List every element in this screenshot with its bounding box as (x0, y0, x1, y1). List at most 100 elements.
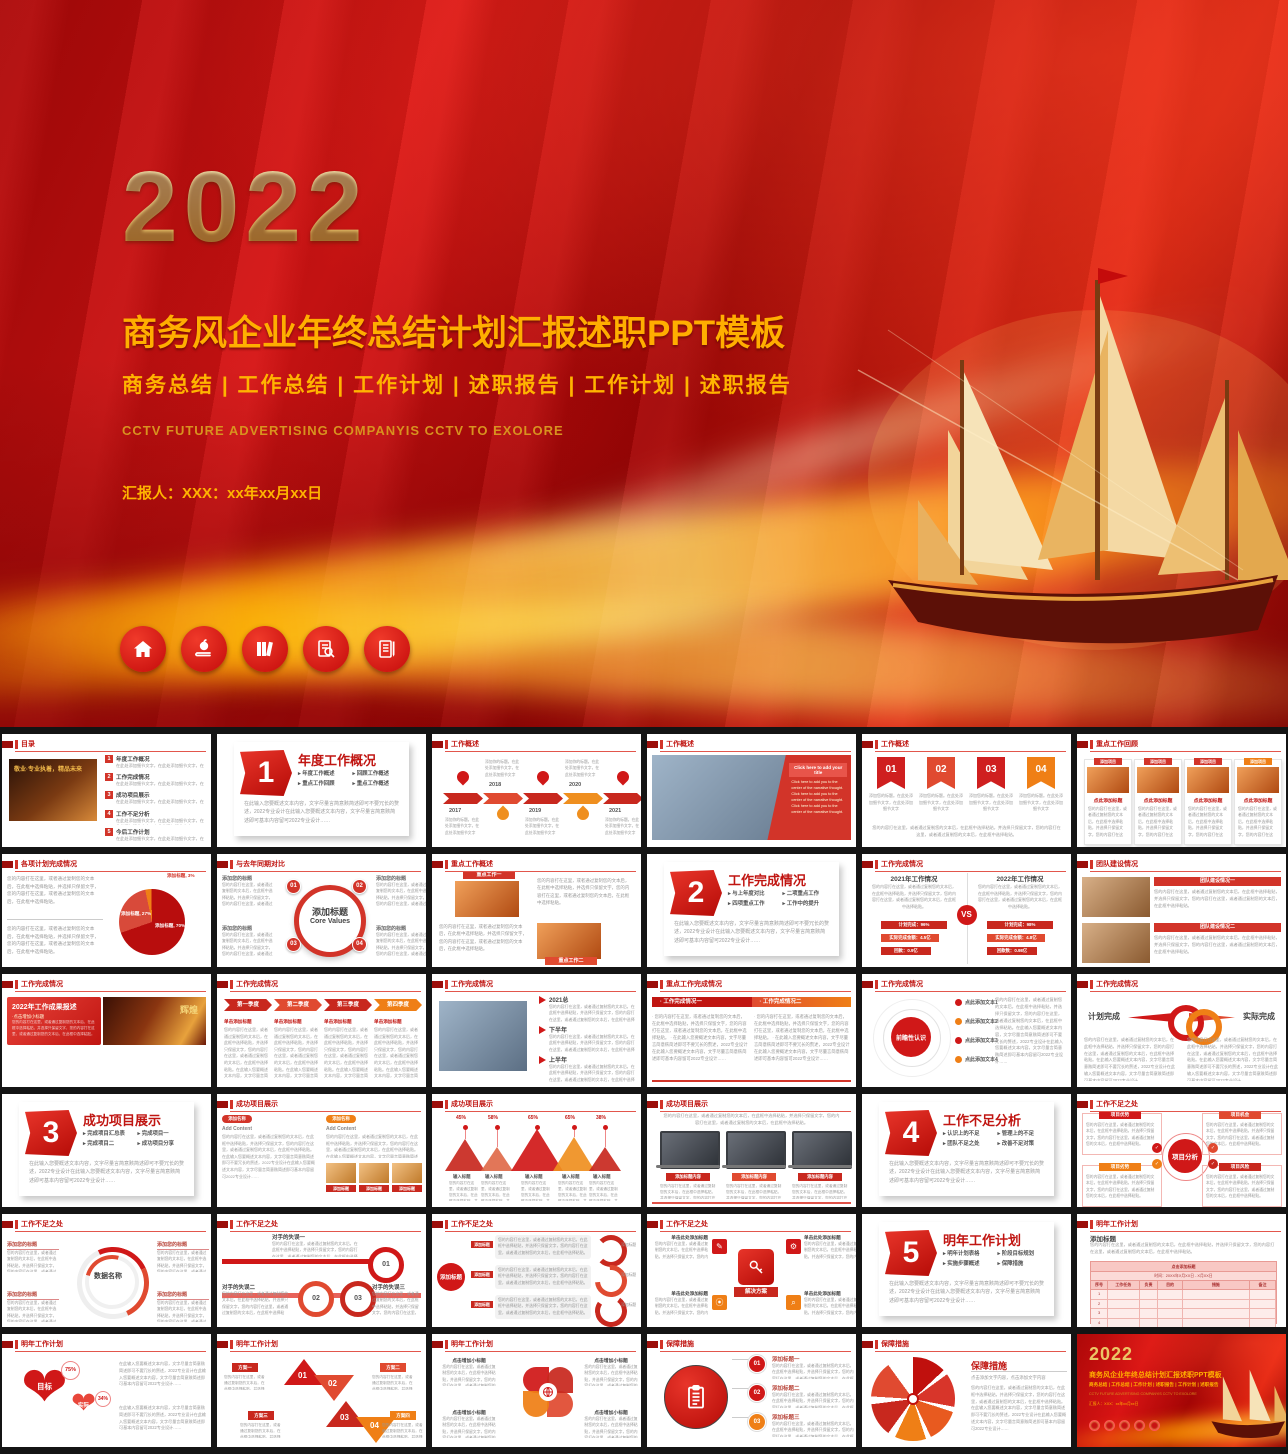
placeholder-text: 您的内容打在这里，或者通过复制您的文本后，在此框中选择粘贴，并选择只保留文字，您… (549, 1034, 635, 1052)
spiral-center: 数据名称 (94, 1273, 122, 1280)
placeholder-text: 您的内容打在这里，或者通过复制您的文本后，在此框中选择粘贴，并选择只保留文字，您… (589, 1181, 618, 1201)
radial-label: 点此添加文本1 (965, 1000, 998, 1006)
header-bar (1090, 860, 1093, 869)
slide-thumbnail-33[interactable]: 明年工作计划 点击增加小标题 您的内容打在这里，或者通过复制您的文本后，在此框中选择… (432, 1334, 641, 1447)
mini-title: 商务风企业年终总结计划汇报述职PPT模板 (1089, 1372, 1222, 1379)
flow-tag: 添加标题 (471, 1271, 493, 1278)
slide-thumbnail-8[interactable]: 与去年同期对比 添加标题 Core Values 01 02 03 04 添加您的标题 您的内容… (217, 854, 426, 967)
header-bar (15, 860, 18, 869)
slide-thumbnail-31[interactable]: 明年工作计划 ❤ ❤ 目标 实际 75% 34% 在此输入您要概述文本内容，文字尽量言简意赅简… (2, 1334, 211, 1447)
section-bullet: ▸ 四项重点工作 (728, 901, 765, 907)
core-title: 添加标题 (311, 907, 348, 917)
slide-thumbnail-36[interactable]: 2022 商务风企业年终总结计划汇报述职PPT模板 商务总结 | 工作总结 | 工作… (1077, 1334, 1286, 1447)
swot-text: 您的内容打在这里，或者通过复制您的文本后，在此框中选择粘贴，并选择只保留文字，您… (1086, 1123, 1155, 1146)
slide-thumbnail-14[interactable]: 工作完成情况 第一季度 单击添加标题 您的内容打在这里，或者通过复制您的文本后，在此框… (217, 974, 426, 1087)
slide-thumbnail-4[interactable]: 工作概述 Click here to add your title Click he… (647, 734, 856, 847)
cover-presenter-line: 汇报人：XXX：xx年xx月xx日 (122, 485, 323, 502)
header-line (230, 1351, 421, 1352)
slide-content: 添加标题 您的内容打在这里，或者通过复制您的文本后，在此框中选择粘贴，并选择只保留… (1082, 1233, 1281, 1327)
corner-text: 您的内容打在这里，或者通过复制您的文本后，在此框中选择粘贴，并选择只保留文字，您… (376, 882, 426, 906)
slide-thumbnail-2[interactable]: 1 年度工作概况 ▸ 年度工作概述 ▸ 回顾工作概述 ▸ 重点工作回顾 ▸ 重点工作概述在… (217, 734, 426, 847)
placeholder-text: 您的内容打在这里，或者通过复制您的文本后，在此框中选择粘贴，并选择只保留文字，您… (222, 1291, 289, 1315)
corner-title: 单击此处添加标题 (671, 1235, 708, 1240)
slide-thumbnail-24[interactable]: 工作不足之处 项目分析 项目优势 您的内容打在这里，或者通过复制您的文本后，在此框中选… (1077, 1094, 1286, 1207)
slide-thumbnail-34[interactable]: 保障措施 01 添加标题一 您的内容打在这里，或者通过复制您的文本后，在此框中选择粘贴… (647, 1334, 856, 1447)
header-bar (1090, 1100, 1093, 1109)
curve-label: 添加标题 (621, 1273, 637, 1277)
placeholder-text: 您的内容打在这里，或者通过复制您的文本后，在此框中选择粘贴，并选择只保留文字，您… (439, 924, 527, 951)
slide-content: 添加名称 Add Content 您的内容打在这里，或者通过复制您的文本后，在此框中… (222, 1113, 422, 1204)
header-line (230, 991, 421, 992)
section-number: 4 (885, 1110, 937, 1156)
slide-title: 重点工作概述 (451, 861, 493, 868)
section-bullets: ▸ 年度工作概述 ▸ 回顾工作概述 ▸ 重点工作回顾 ▸ 重点工作概述 (298, 769, 403, 787)
doc-magnifier-icon[interactable] (303, 626, 349, 672)
home-icon[interactable] (120, 626, 166, 672)
heart-shape: ❤ (71, 1387, 97, 1420)
peak-dot (602, 1125, 608, 1130)
slide-thumbnail-26[interactable]: 工作不足之处 对手的失误一 您的内容打在这里，或者通过复制您的文本后，在此框中选择粘… (217, 1214, 426, 1327)
slide-title: 工作概述 (881, 741, 909, 748)
radial-dot (955, 999, 962, 1006)
apple-book-icon[interactable] (181, 626, 227, 672)
slide-thumbnail-15[interactable]: 工作完成情况 2021总 您的内容打在这里，或者通过复制您的文本后，在此框中选择粘贴… (432, 974, 641, 1087)
slide-thumbnail-29[interactable]: 5 明年工作计划 ▸ 明年计划表格 ▸ 阶段目标规划 ▸ 实施步骤概述 ▸ 保障措施 在此输… (862, 1214, 1071, 1327)
slide-thumbnail-1[interactable]: 目录 敬业·专业执着，精品未来 1 年度工作概况 在此处添加细节文字，在此处添加细节文字… (2, 734, 211, 847)
slide-thumbnail-3[interactable]: 工作概述 2017 添加你的标题。在此处添加细节文字，在此处添加细节文字 2018 添加… (432, 734, 641, 847)
stat-bar: 回款：0.9亿 (881, 947, 931, 955)
core-number: 01 (286, 879, 301, 894)
pie-chart (119, 889, 185, 955)
slide-header: 明年工作计划 (1077, 1218, 1281, 1232)
table-col-header: 负责 (1140, 1281, 1159, 1289)
slide-thumbnail-22[interactable]: 成功项目展示 您的内容打在这里，或者通过复制您的文本后，在此框中选择粘贴，并选择只… (647, 1094, 856, 1207)
slide-thumbnail-17[interactable]: 工作完成情况 前瞻性认识 点此添加文本1 点此添加文本2 点此添加文本3 点此添加文本4 您… (862, 974, 1071, 1087)
slide-thumbnail-11[interactable]: 工作完成情况 VS 2021年工作情况 您的内容打在这里，或者通过复制您的文本后，在此… (862, 854, 1071, 967)
slide-thumbnail-27[interactable]: 工作不足之处 添加标题 添加标题 您的内容打在这里，或者通过复制您的文本后，在此框中选… (432, 1214, 641, 1327)
laptop-tag: 添加标题内容 (798, 1173, 842, 1181)
corner-text: 您的内容打在这里，或者通过复制您的文本后，在此框中选择粘贴，并选择只保留文字，您… (584, 1365, 638, 1386)
header-square (647, 741, 658, 748)
slide-thumbnail-21[interactable]: 成功项目展示 45% 输入标题 您的内容打在这里，或者通过复制您的文本后，在此框中选择… (432, 1094, 641, 1207)
section-bullet: ▸ 完成项目二 (83, 1141, 115, 1147)
slide-thumbnail-9[interactable]: 重点工作概述 重点工作一 您的内容打在这里，或者通过复制您的文本后，在此框中选择粘贴… (432, 854, 641, 967)
placeholder-text: 您的内容打在这里，或者通过复制您的文本后，在此框中选择粘贴，并选择只保留文字，您… (1154, 889, 1280, 908)
corner-text: 您的内容打在这里，或者通过复制您的文本后，在此框中选择粘贴，并选择只保留文字，您… (584, 1417, 638, 1438)
header-bar (15, 1340, 18, 1349)
slide-thumbnail-19[interactable]: 3 成功项目展示 ▸ 完成项目汇总表 ▸ 完成项目一 ▸ 完成项目二 ▸ 成功项目分享 在此… (2, 1094, 211, 1207)
table-col-header: 序号 (1091, 1281, 1109, 1289)
slide-content: 您的内容打在这里，或者通过复制您的文本后，在此框中选择粘贴，并选择只保留文字，您… (7, 873, 206, 964)
slide-thumbnail-6[interactable]: 重点工作回顾 添加项目 点此添加标题 您的内容打在这里，或者通过复制您的文本后，在此框… (1077, 734, 1286, 847)
slide-content: 解决方案 ✎ ⚙ ⦿ ⌕ 单击此处添加标题 您的内容打在这里，或者通过复制您的文本后，在此框… (652, 1233, 856, 1324)
placeholder-text: 您的内容打在这里，或者通过复制您的文本后，在此框中选择粘贴，并选择只保留文字，您… (372, 1291, 419, 1315)
notebook-pen-icon[interactable] (364, 626, 410, 672)
books-icon[interactable] (242, 626, 288, 672)
small-photo (392, 1163, 422, 1183)
slide-header: 工作不足之处 (432, 1218, 636, 1232)
content-tag: 添加名称 (222, 1115, 252, 1123)
solution-tile-icon: ⚙ (786, 1239, 801, 1254)
slide-thumbnail-28[interactable]: 工作不足之处 解决方案 ✎ ⚙ ⦿ ⌕ 单击此处添加标题 您的内容打在这里，或者通过复制您的文… (647, 1214, 856, 1327)
timeline-note: 添加你的标题。在此处添加细节文字，在此处添加细节文字 (525, 818, 560, 835)
corner-title: 添加您的标题 (157, 1241, 209, 1250)
core-corner: 添加您的标题 您的内容打在这里，或者通过复制您的文本后，在此框中选择粘贴，并选择只… (222, 875, 274, 906)
section-bullet: ▸ 完成项目汇总表 (83, 1131, 125, 1137)
peak-label: 输入标题 (562, 1174, 580, 1179)
slide-thumbnail-18[interactable]: 工作完成情况 计划完成 实际完成 您的内容打在这里，或者通过复制您的文本后，在此框中选… (1077, 974, 1286, 1087)
slide-thumbnail-23[interactable]: 4 工作不足分析 ▸ 认识上的不足 ▸ 管理上的不足 ▸ 团队不足之处 ▸ 改善不足对策在… (862, 1094, 1071, 1207)
slide-thumbnail-25[interactable]: 工作不足之处 数据名称 添加您的标题 您的内容打在这里，或者通过复制您的文本后，在此框… (2, 1214, 211, 1327)
slide-thumbnail-13[interactable]: 工作完成情况 2022年工作成果报述 ·点击增加小标题 您的内容打在这里，或者通过复制… (2, 974, 211, 1087)
slide-thumbnail-12[interactable]: 团队建设情况 团队建设情况一 您的内容打在这里，或者通过复制您的文本后，在此框中选择… (1077, 854, 1286, 967)
slide-thumbnail-30[interactable]: 明年工作计划 添加标题 您的内容打在这里，或者通过复制您的文本后，在此框中选择粘贴，… (1077, 1214, 1286, 1327)
slide-thumbnail-32[interactable]: 明年工作计划 01 02 03 04 方案一 您的内容打在这里，或者通过复制您的文本后，在此… (217, 1334, 426, 1447)
slide-thumbnail-7[interactable]: 各项计划完成情况 您的内容打在这里，或者通过复制您的文本后，在此框中选择粘贴，并选… (2, 854, 211, 967)
vs-badge: VS (956, 905, 977, 925)
header-square (432, 1101, 443, 1108)
slide-thumbnail-16[interactable]: 重点工作完成情况 · 工作完成情况一 · 工作完成情况二 · 您的内容打在这里，或者通… (647, 974, 856, 1087)
slide-thumbnail-5[interactable]: 工作概述 01 添加您的标题。在此处添加细节文字，在此处添加细节文字 02 添加您的标题… (862, 734, 1071, 847)
slide-title: 工作完成情况 (881, 981, 923, 988)
toc-number: 4 (105, 809, 113, 818)
table-cell (1250, 1299, 1276, 1308)
slide-thumbnail-10[interactable]: 2 工作完成情况 ▸ 与上年度对比 ▸ 二项重点工作 ▸ 四项重点工作 ▸ 工作中的提升在… (647, 854, 856, 967)
slide-thumbnail-35[interactable]: 保障措施 保障措施 点击添加文字内容，点击添加文字内容 您的内容打在这里，或者通过复制… (862, 1334, 1071, 1447)
slide-thumbnail-20[interactable]: 成功项目展示 添加名称 Add Content 您的内容打在这里，或者通过复制您的文本… (217, 1094, 426, 1207)
